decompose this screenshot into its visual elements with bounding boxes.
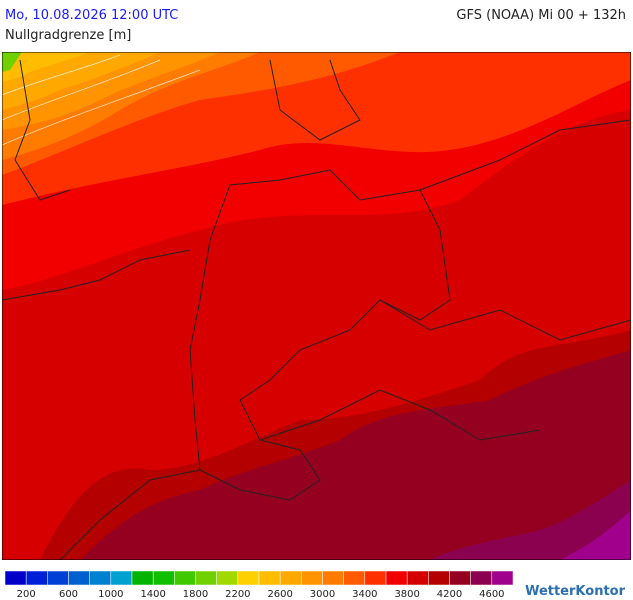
legend-swatch [174,570,196,586]
map [2,52,631,560]
color-legend: 200 600 1000 1400 1800 2200 2600 3000 3400 3800 42… [4,570,514,600]
legend-swatch [131,570,154,586]
valid-time: Mo, 10.08.2026 12:00 UTC [5,8,178,23]
legend-tick-label: 2200 [225,589,250,600]
legend-swatch [449,570,471,586]
legend-tick-label: 600 [59,589,78,600]
legend-swatch [258,570,281,586]
legend-swatch [89,570,112,586]
legend-swatch [364,570,387,586]
legend-tick-label: 2600 [267,589,292,600]
legend-tick-label: 200 [17,589,36,600]
legend-swatch [4,570,27,586]
legend-tick-label: 4600 [479,589,504,600]
parameter: Nullgradgrenze [m] [5,28,131,43]
legend-swatch [152,570,175,586]
legend-tick-label: 3400 [352,589,377,600]
logo: WetterKontor [525,584,626,599]
legend-swatch [25,570,48,586]
legend-swatch [428,570,450,586]
legend-swatch [343,570,366,586]
legend-swatch [385,570,408,586]
legend-swatch [491,570,514,586]
legend-swatch [47,570,69,586]
model-run: GFS (NOAA) Mi 00 + 132h [456,8,626,23]
legend-swatch [237,570,260,586]
legend-swatch [406,570,429,586]
legend-swatch [279,570,302,586]
legend-swatch [216,570,239,586]
legend-tick-label: 1400 [140,589,165,600]
legend-tick-label: 3000 [310,589,335,600]
legend-swatch [68,570,90,586]
legend-swatch [195,570,217,586]
legend-swatch [322,570,344,586]
legend-tick-label: 4200 [437,589,462,600]
legend-swatch [470,570,493,586]
legend-tick-label: 1000 [98,589,123,600]
legend-tick-label: 1800 [183,589,208,600]
legend-swatch [110,570,133,586]
legend-swatch [301,570,323,586]
legend-tick-label: 3800 [394,589,419,600]
